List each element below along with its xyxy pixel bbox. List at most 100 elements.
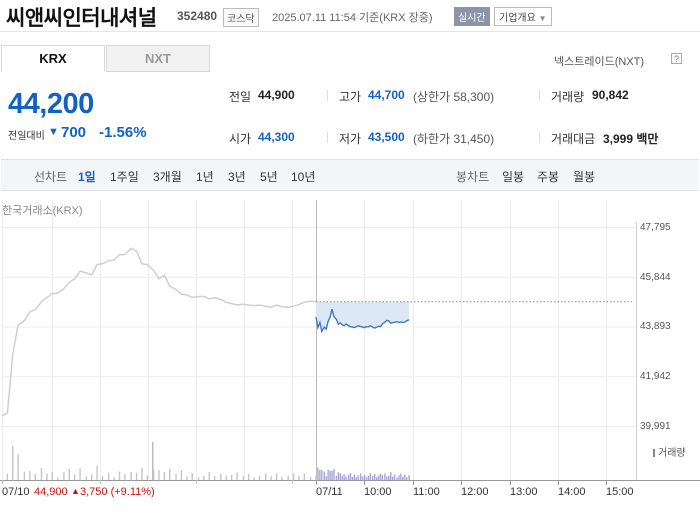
volume-bar	[40, 467, 43, 480]
volume-bar	[29, 471, 31, 480]
volume-bar	[225, 475, 227, 480]
volume-bar	[359, 473, 362, 480]
x-tick-label: 10:00	[364, 486, 392, 498]
company-info-button[interactable]: 기업개요 ▼	[494, 7, 552, 26]
y-tick-label: 43,893	[640, 321, 671, 332]
today-area-fill	[316, 301, 410, 332]
volume-bar	[275, 473, 278, 480]
x-tick-label: 11:00	[413, 486, 440, 498]
volume-bar	[141, 468, 143, 480]
volume-bar	[400, 473, 402, 480]
lower-limit: (하한가 31,450)	[413, 132, 495, 146]
volume-bar	[6, 473, 9, 480]
upper-limit: (상한가 58,300)	[413, 90, 495, 104]
period-1day[interactable]: 1일	[78, 170, 96, 184]
company-info-label: 기업개요	[499, 13, 536, 24]
volume-bar	[197, 477, 200, 480]
prev-day-change: 3,750 (+9.11%)	[80, 486, 155, 498]
volume-bar	[375, 477, 378, 480]
volume-bar	[175, 473, 177, 480]
divider	[539, 90, 540, 101]
stock-code: 352480	[177, 9, 218, 23]
volume-bar	[373, 474, 376, 480]
volume-bar	[186, 476, 188, 480]
volume-bar	[389, 472, 392, 480]
period-1year[interactable]: 1년	[196, 170, 214, 184]
volume-bar	[331, 470, 333, 480]
volume-bar	[309, 477, 312, 480]
volume-bar	[118, 471, 121, 480]
divider	[327, 90, 328, 101]
volume-bar	[253, 477, 255, 480]
volume-swatch	[653, 449, 655, 457]
question-icon[interactable]: ?	[671, 53, 682, 64]
candle-weekly[interactable]: 주봉	[537, 170, 560, 184]
market-badge: 코스닥	[223, 8, 259, 27]
volume-bar	[46, 473, 48, 480]
volume-bar	[353, 474, 356, 480]
prev-close-label: 전일	[229, 90, 252, 104]
volume-bar	[396, 477, 398, 480]
volume-bar	[408, 474, 410, 480]
volume-bar	[85, 476, 88, 480]
divider	[327, 132, 328, 143]
volume-bar	[369, 473, 372, 480]
current-price: 44,200	[8, 88, 94, 120]
volume-bar	[236, 472, 238, 480]
volume-bar	[208, 472, 210, 480]
period-3month[interactable]: 3개월	[153, 170, 182, 184]
volume-bar	[347, 474, 350, 480]
period-5year[interactable]: 5년	[260, 170, 278, 184]
volume-label: 거래량	[551, 90, 585, 104]
volume-bar	[73, 474, 76, 480]
period-1week[interactable]: 1주일	[110, 170, 139, 184]
y-tick-label: 45,844	[640, 272, 671, 283]
volume-bar	[180, 470, 183, 480]
period-3year[interactable]: 3년	[228, 170, 246, 184]
volume-bar	[158, 470, 160, 480]
stock-header	[0, 0, 700, 32]
volume-bar	[191, 472, 193, 480]
volume-bar	[345, 476, 347, 480]
change-label: 전일대비	[8, 131, 45, 142]
x-tick-label: 15:00	[606, 486, 634, 498]
tab-nxt[interactable]: NXT	[106, 45, 210, 72]
volume-legend-label: 거래량	[658, 448, 686, 459]
series-line-prev-day	[1, 247, 317, 417]
volume-bar	[391, 476, 394, 480]
change-value: 700	[61, 124, 87, 141]
candle-daily[interactable]: 일봉	[502, 170, 525, 184]
volume-bar	[351, 476, 354, 480]
chart-toolbar	[1, 159, 699, 191]
divider	[539, 132, 540, 143]
y-tick-label: 39,991	[640, 421, 671, 432]
low-label: 저가	[339, 132, 362, 146]
volume-bar	[130, 471, 132, 480]
volume-bar	[327, 469, 329, 480]
volume-bar	[405, 477, 408, 480]
volume-bar	[349, 473, 352, 480]
period-10year[interactable]: 10년	[291, 170, 316, 184]
amount-value: 3,999 백만	[603, 132, 659, 146]
volume-bar	[317, 467, 319, 480]
quote-datetime: 2025.07.11 11:54 기준(KRX 장중)	[272, 12, 433, 24]
volume-bar	[248, 474, 250, 480]
volume-bar	[34, 473, 36, 480]
prev-day-close: 44,900	[34, 486, 68, 498]
prev-day-date: 07/10	[2, 486, 30, 498]
volume-bar	[242, 476, 245, 480]
volume-bar	[361, 476, 364, 480]
candle-monthly[interactable]: 월봉	[573, 170, 596, 184]
volume-bar	[135, 472, 138, 480]
down-triangle-icon: ▼	[48, 126, 59, 138]
tab-krx[interactable]: KRX	[1, 45, 105, 72]
exchange-label: 한국거래소(KRX)	[2, 205, 83, 217]
volume-bar	[12, 446, 14, 480]
volume-bar	[372, 475, 374, 480]
prev-close-value: 44,900	[258, 88, 295, 102]
nextrade-link[interactable]: 넥스트레이드(NXT)	[554, 56, 645, 68]
series-line-today	[315, 309, 410, 334]
volume-value: 90,842	[592, 88, 629, 102]
volume-bar	[355, 477, 357, 480]
volume-bar	[79, 468, 81, 480]
